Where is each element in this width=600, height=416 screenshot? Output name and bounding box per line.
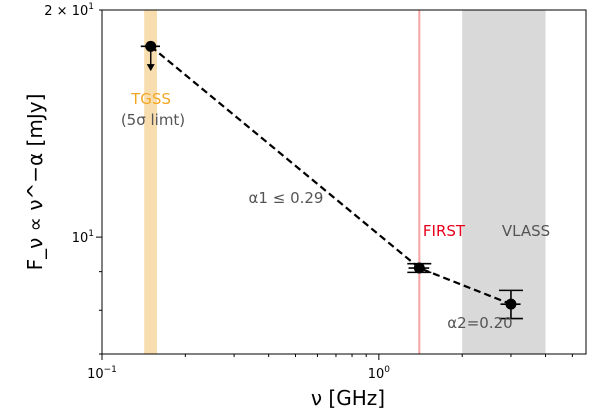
band-0: [144, 10, 157, 354]
annotation-alpha1: α1 ≤ 0.29: [249, 189, 324, 207]
annotation-alpha2: α2=0.20: [447, 314, 512, 332]
data-point-first: [413, 262, 425, 274]
annotation-tgss-note: (5σ limt): [121, 111, 185, 129]
y-tick-label-1: 2 × 101: [44, 2, 94, 19]
annotation-tgss: TGSS: [130, 90, 171, 108]
annotation-first: FIRST: [423, 222, 466, 240]
band-1: [462, 10, 546, 354]
y-axis-label: F_ν ∝ ν^−α [mJy]: [23, 94, 47, 271]
y-tick-label-0: 101: [72, 229, 94, 246]
data-point-tgss: [145, 40, 157, 52]
upper-limit-arrow-head-0: [146, 64, 155, 72]
x-tick-label-1: 100: [368, 365, 391, 382]
x-tick-label-0: 10−1: [87, 365, 117, 382]
annotation-vlass: VLASS: [502, 222, 550, 240]
data-point-vlass: [505, 298, 517, 310]
plot-frame: [101, 9, 587, 355]
x-axis-label: ν [GHz]: [311, 386, 385, 410]
fit-line: [150, 45, 512, 306]
